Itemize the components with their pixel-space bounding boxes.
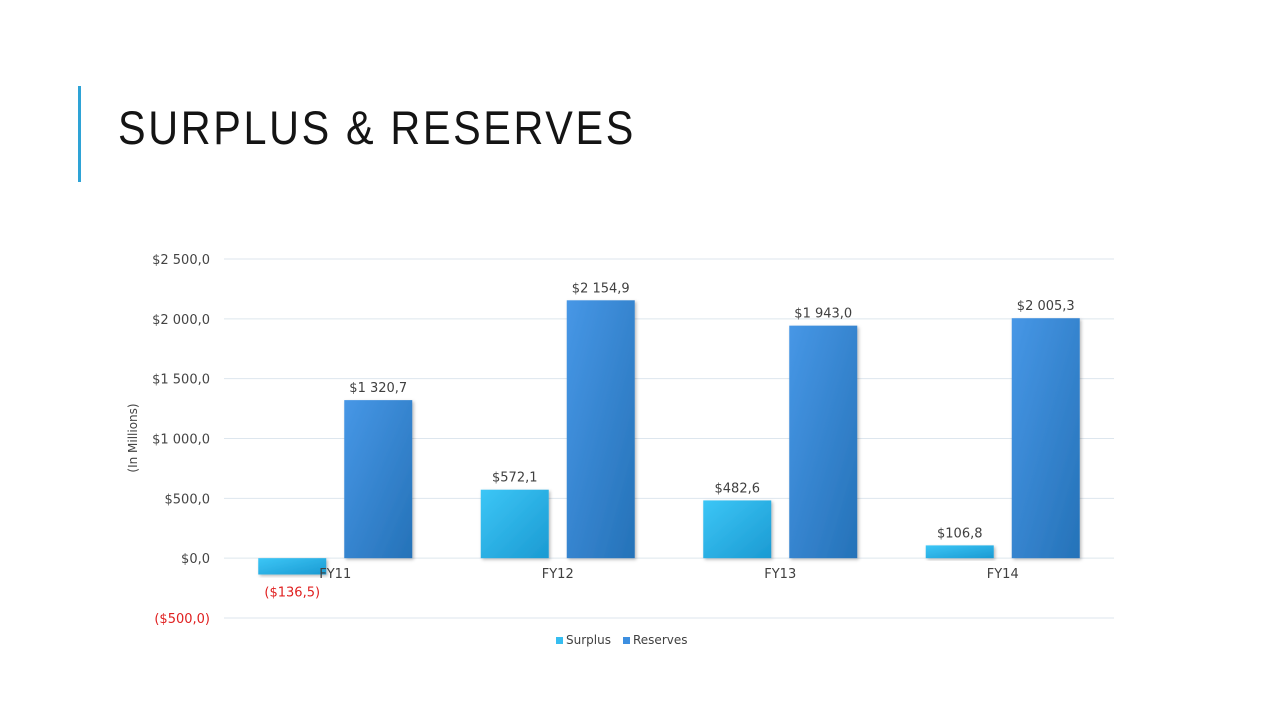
bar-surplus-fy11 [258,558,327,575]
y-tick-label: $2 000,0 [152,313,210,328]
bar-reserves-fy11 [344,400,413,559]
x-category-label: FY13 [764,567,796,582]
legend-label-surplus: Surplus [566,633,611,647]
bar-reserves-fy13 [789,325,858,559]
x-category-label: FY14 [987,567,1019,582]
data-label: $1 320,7 [349,381,407,396]
data-label: ($136,5) [264,586,320,601]
data-label: $106,8 [937,526,983,541]
x-category-label: FY11 [319,567,351,582]
bar-surplus-fy12 [480,489,549,559]
x-category-label: FY12 [542,567,574,582]
bar-reserves-fy12 [566,300,635,559]
bar-surplus-fy13 [703,500,772,559]
data-label: $482,6 [715,481,761,496]
data-label: $2 005,3 [1017,299,1075,314]
legend-swatch-reserves [623,637,630,644]
data-label: $2 154,9 [572,281,630,296]
y-tick-label: $500,0 [165,492,211,507]
y-tick-label: $2 500,0 [152,253,210,268]
y-axis-title: (In Millions) [126,403,140,472]
data-label: $572,1 [492,471,538,486]
bar-reserves-fy14 [1011,318,1080,559]
y-tick-label: $0,0 [181,552,210,567]
legend-label-reserves: Reserves [633,633,688,647]
bar-surplus-fy14 [925,545,994,559]
title-accent-bar [78,86,81,182]
data-label: $1 943,0 [794,307,852,322]
slide-title: SURPLUS & RESERVES [118,101,636,154]
y-tick-label: $1 000,0 [152,433,210,448]
y-tick-label: ($500,0) [154,612,210,627]
y-tick-label: $1 500,0 [152,373,210,388]
legend-swatch-surplus [556,637,563,644]
